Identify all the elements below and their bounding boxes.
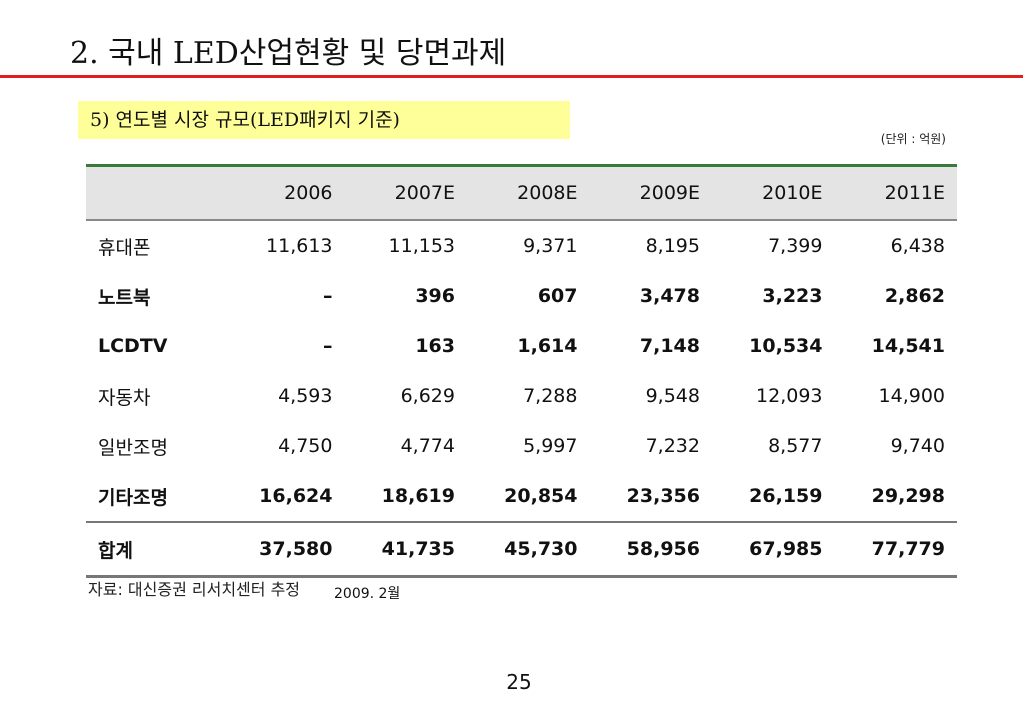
header-cell: 2011E	[834, 164, 957, 221]
header-cell: 2007E	[344, 164, 467, 221]
table-cell: 7,148	[639, 335, 700, 357]
table-cell: 14,900	[878, 385, 945, 407]
table-cell: 18,619	[381, 485, 455, 507]
row-label: LCDTV	[98, 335, 168, 357]
unit-label: (단위 : 억원)	[880, 132, 946, 146]
table-cell: 396	[415, 285, 455, 307]
table-cell: –	[323, 285, 333, 307]
header-cell: 2009E	[589, 164, 712, 221]
table-cell: 6,629	[400, 385, 455, 407]
table-cell: 20,854	[504, 485, 578, 507]
table-cell: 3,478	[639, 285, 700, 307]
source-date: 2009. 2월	[334, 586, 401, 602]
header-cell: 2010E	[712, 164, 835, 221]
source-note: 자료: 대신증권 리서치센터 추정	[88, 580, 301, 599]
row-label: 휴대폰	[98, 236, 151, 259]
section-subtitle: 5) 연도별 시장 규모(LED패키지 기준)	[78, 101, 570, 139]
row-label: 일반조명	[98, 436, 168, 459]
table-cell: 77,779	[834, 521, 957, 578]
table-row: LCDTV – 163 1,614 7,148 10,534 14,541	[86, 321, 957, 371]
table-cell: 29,298	[871, 485, 945, 507]
table-row: 일반조명 4,750 4,774 5,997 7,232 8,577 9,740	[86, 421, 957, 471]
table-cell: 41,735	[344, 521, 467, 578]
table-cell: 11,613	[266, 235, 333, 257]
table-cell: 67,985	[712, 521, 835, 578]
table-row: 자동차 4,593 6,629 7,288 9,548 12,093 14,90…	[86, 371, 957, 421]
header-cell: 2006	[222, 164, 345, 221]
table-cell: 5,997	[523, 435, 578, 457]
table-cell: 7,399	[768, 235, 823, 257]
table-cell: 6,438	[890, 235, 945, 257]
table-cell: 2,862	[884, 285, 945, 307]
slide-title: 2. 국내 LED산업현황 및 당면과제	[70, 36, 507, 71]
table-cell: 4,750	[278, 435, 333, 457]
header-cell	[86, 164, 222, 221]
table-cell: 9,740	[890, 435, 945, 457]
table-header-row: 2006 2007E 2008E 2009E 2010E 2011E	[86, 164, 957, 221]
table-cell: 7,232	[645, 435, 700, 457]
table-cell: 12,093	[756, 385, 823, 407]
title-divider	[0, 75, 1023, 78]
table-cell: 16,624	[259, 485, 333, 507]
table-cell: –	[323, 335, 333, 357]
table-cell: 23,356	[626, 485, 700, 507]
table-cell: 14,541	[871, 335, 945, 357]
table-cell: 1,614	[517, 335, 578, 357]
page-number: 25	[506, 670, 532, 694]
market-size-table: 2006 2007E 2008E 2009E 2010E 2011E 휴대폰 1…	[86, 164, 957, 578]
table-row: 기타조명 16,624 18,619 20,854 23,356 26,159 …	[86, 471, 957, 522]
table-cell: 3,223	[762, 285, 823, 307]
table-cell: 4,774	[400, 435, 455, 457]
table-cell: 37,580	[222, 521, 345, 578]
table-cell: 8,577	[768, 435, 823, 457]
table-cell: 58,956	[589, 521, 712, 578]
table-cell: 9,548	[645, 385, 700, 407]
row-label: 기타조명	[98, 486, 168, 509]
header-cell: 2008E	[467, 164, 590, 221]
table-cell: 607	[537, 285, 578, 307]
table-total-row: 합계 37,580 41,735 45,730 58,956 67,985 77…	[86, 521, 957, 578]
table-cell: 11,153	[388, 235, 455, 257]
table-row: 휴대폰 11,613 11,153 9,371 8,195 7,399 6,43…	[86, 220, 957, 271]
table-cell: 163	[415, 335, 455, 357]
table-cell: 9,371	[523, 235, 578, 257]
row-label: 자동차	[98, 386, 151, 409]
row-label: 합계	[86, 521, 222, 578]
table-cell: 10,534	[749, 335, 823, 357]
table-cell: 8,195	[645, 235, 700, 257]
table-cell: 7,288	[523, 385, 578, 407]
table-cell: 4,593	[278, 385, 333, 407]
table-row: 노트북 – 396 607 3,478 3,223 2,862	[86, 271, 957, 321]
table-cell: 26,159	[749, 485, 823, 507]
row-label: 노트북	[98, 286, 151, 309]
table-cell: 45,730	[467, 521, 590, 578]
